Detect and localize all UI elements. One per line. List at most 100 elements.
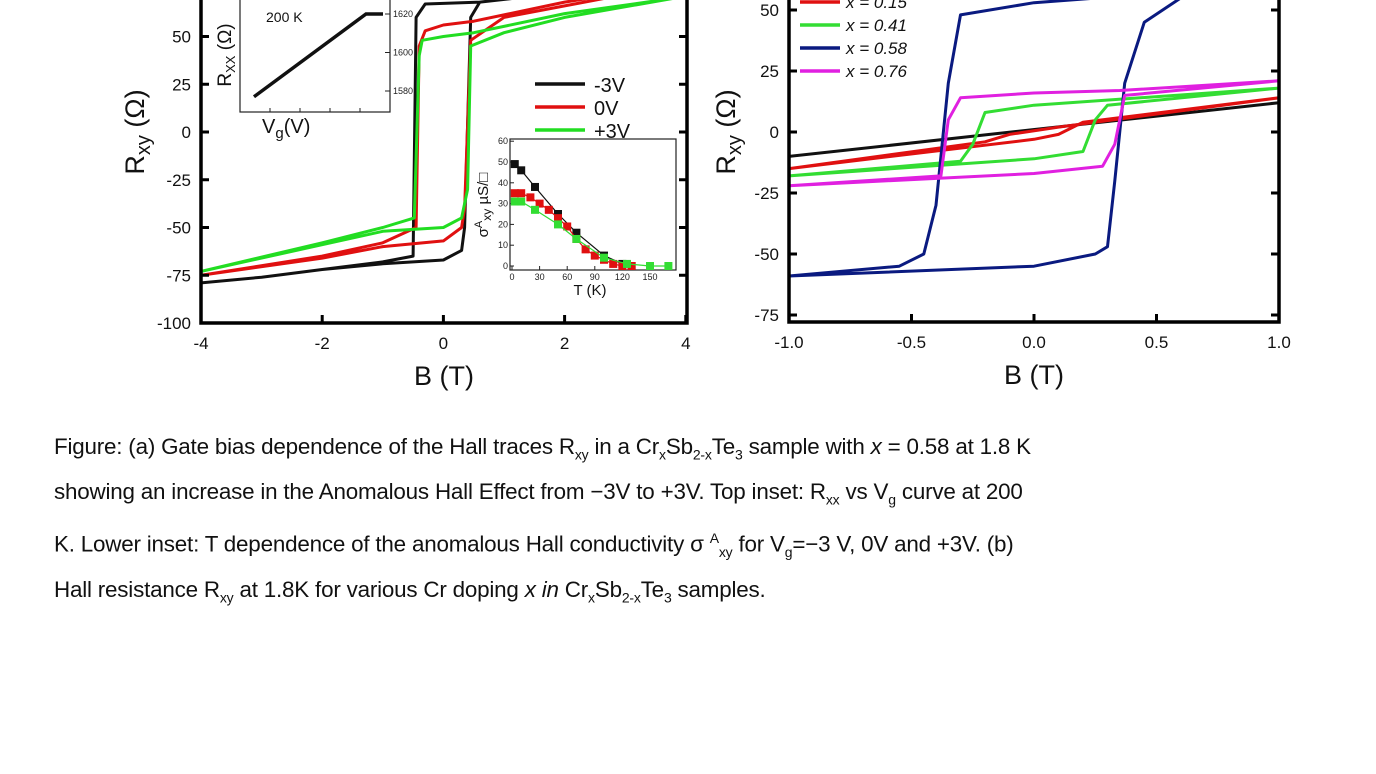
caption-text: xy: [718, 543, 733, 560]
legend-label: 0V: [594, 98, 619, 120]
y-tick-label: 25: [760, 62, 779, 81]
inset-tick-label: 1580: [393, 86, 413, 96]
y-axis-label: Rxy (Ω): [711, 89, 746, 174]
x-tick-label: 0.0: [1022, 333, 1046, 352]
inset-tick-label: 150: [642, 272, 657, 282]
caption-text: Figure: (a) Gate bias dependence of the …: [54, 434, 575, 459]
y-tick-label: -25: [754, 184, 779, 203]
inset-data-point: [517, 197, 526, 206]
y-tick-label: 25: [172, 75, 191, 94]
inset-data-point: [581, 245, 590, 254]
inset-tick-label: 1600: [393, 48, 413, 58]
x-tick-label: 1.0: [1267, 333, 1291, 352]
inset-data-point: [554, 210, 562, 218]
x-tick-label: 2: [560, 334, 569, 353]
inset-data-point: [544, 205, 553, 214]
inset-data-point: [590, 251, 599, 260]
series-line-x076: [789, 79, 1279, 188]
caption-text: 2-x: [621, 589, 641, 606]
x-tick-label: -1.0: [774, 333, 803, 352]
inset-tick-label: 50: [498, 157, 508, 167]
caption-text: showing an increase in the Anomalous Hal…: [54, 479, 826, 505]
inset-data-point: [627, 262, 636, 270]
rxx-vs-vg-line: [252, 12, 383, 99]
legend-label: -3V: [594, 75, 626, 97]
caption-text: 3: [734, 446, 743, 463]
y-tick-label: 0: [770, 123, 779, 142]
y-tick-label: -25: [166, 171, 191, 190]
inset-data-point: [526, 193, 535, 202]
inset-tick-label: 120: [615, 272, 630, 282]
caption-text: Hall resistance R: [54, 576, 220, 602]
inset-data-point: [554, 214, 562, 223]
x-tick-label: -0.5: [897, 333, 926, 352]
inset-tick-label: 60: [562, 272, 572, 282]
caption-text: g: [888, 491, 896, 508]
x-axis-label: B (T): [1004, 360, 1064, 390]
inset-tick-label: 0: [509, 272, 514, 282]
y-tick-label: -75: [166, 266, 191, 285]
inset-tick-label: 30: [498, 199, 508, 209]
x-tick-label: -4: [193, 334, 208, 353]
caption-text: Te: [640, 576, 664, 602]
caption-text: xy: [219, 589, 234, 606]
figure-caption: Figure: (a) Gate bias dependence of the …: [54, 428, 1354, 616]
inset-data-point: [531, 182, 539, 191]
y-tick-label: -50: [166, 219, 191, 238]
legend-label: +3V: [594, 121, 631, 143]
x-tick-label: -2: [315, 334, 330, 353]
inset-y-label: RXX (Ω): [215, 23, 238, 86]
caption-line: Hall resistance Rxy at 1.8K for various …: [54, 571, 1354, 616]
y-tick-label: -100: [157, 314, 191, 333]
y-tick-label: 50: [760, 1, 779, 20]
caption-text: curve at 200: [895, 479, 1023, 505]
inset-tick-label: 90: [590, 272, 600, 282]
caption-text: samples.: [671, 576, 766, 602]
inset-data-point: [572, 228, 581, 237]
caption-text: at 1.8K for various Cr doping: [233, 576, 525, 602]
inset-data-point: [572, 234, 581, 243]
inset-data-point: [646, 262, 654, 270]
inset-frame: [239, 0, 391, 113]
inset-data-point: [531, 205, 539, 214]
panel-b: -1.0 -0.5 0.0 0.5 1.0 -75 -50 -25 0 25 50 B (T) Rxy …: [711, 0, 1291, 390]
panel-a: -4 -2 0 2 4 -100 -75 -50 -25 0 25 50 B (T) Rxy (Ω) -3V…: [120, 0, 691, 391]
series-group: [201, 0, 673, 285]
series-line-x058: [789, 0, 1181, 278]
caption-text: x in: [524, 576, 559, 602]
inset-data-point: [510, 160, 519, 169]
caption-line: showing an increase in the Anomalous Hal…: [54, 473, 1354, 518]
caption-text: x: [588, 589, 595, 606]
inset-data-point: [535, 199, 544, 208]
legend-label: x = 0.76: [845, 62, 908, 81]
inset-y-label: σAxy µS/□: [473, 173, 494, 238]
inset-data-point: [554, 220, 562, 229]
series-line-x041: [789, 86, 1279, 178]
caption-text: g: [784, 543, 793, 560]
inset-data-point: [618, 262, 627, 270]
legend-label: x = 0.41: [845, 16, 907, 35]
caption-text: x: [659, 446, 666, 463]
inset-data-point: [510, 197, 519, 206]
caption-text: =−3 V, 0V and +3V. (b): [792, 531, 1014, 557]
inset-tick-label: 60: [498, 136, 508, 146]
y-tick-label: -75: [754, 306, 779, 325]
inset-x-label: Vg(V): [262, 116, 310, 142]
y-tick-label: 50: [172, 28, 191, 47]
caption-text: Sb: [594, 576, 622, 602]
inset-data-point: [563, 222, 572, 231]
legend-label: x = 0.58: [845, 39, 908, 58]
y-tick-label: 0: [182, 123, 191, 142]
caption-text: 3: [663, 589, 672, 606]
x-tick-label: 0.5: [1145, 333, 1169, 352]
caption-text: 2-x: [692, 446, 712, 463]
inset-tick-label: 1620: [393, 9, 413, 19]
caption-line: Figure: (a) Gate bias dependence of the …: [54, 428, 1354, 473]
caption-text: A: [709, 529, 719, 546]
caption-text: x: [870, 434, 882, 459]
top-inset: 1620 1600 1580 200 K Vg(V) RXX (Ω): [215, 0, 413, 142]
inset-data-point: [609, 259, 618, 268]
inset-x-label: T (K): [573, 282, 606, 299]
